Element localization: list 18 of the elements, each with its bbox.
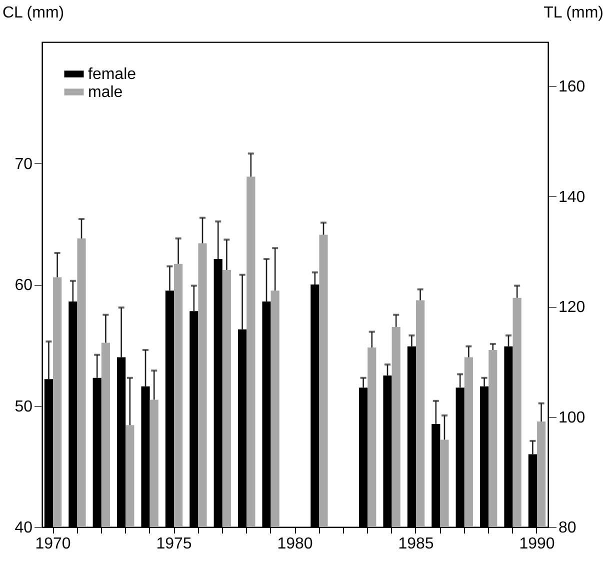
y-tick-label: 50 [14, 398, 33, 416]
legend-label: female [88, 66, 136, 83]
y2-tick-label: 160 [558, 78, 586, 96]
x-tick-label: 1980 [277, 536, 313, 552]
y-tick-label: 60 [14, 277, 33, 294]
y2-tick-label: 80 [558, 520, 576, 536]
x-tick-label: 1970 [35, 536, 71, 552]
y2-tick-label: 120 [558, 299, 586, 316]
y2-axis-title: TL (mm) [544, 4, 603, 22]
y2-tick-label: 140 [558, 188, 586, 206]
x-tick-label: 1990 [519, 536, 555, 552]
legend-label: male [88, 84, 123, 101]
y-axis-title: CL (mm) [2, 4, 64, 22]
y-tick-label: 70 [14, 156, 33, 173]
y2-tick-label: 100 [558, 409, 586, 426]
x-tick-label: 1985 [398, 536, 434, 552]
y-tick-label: 40 [14, 520, 33, 536]
x-tick-label: 1975 [156, 536, 192, 552]
